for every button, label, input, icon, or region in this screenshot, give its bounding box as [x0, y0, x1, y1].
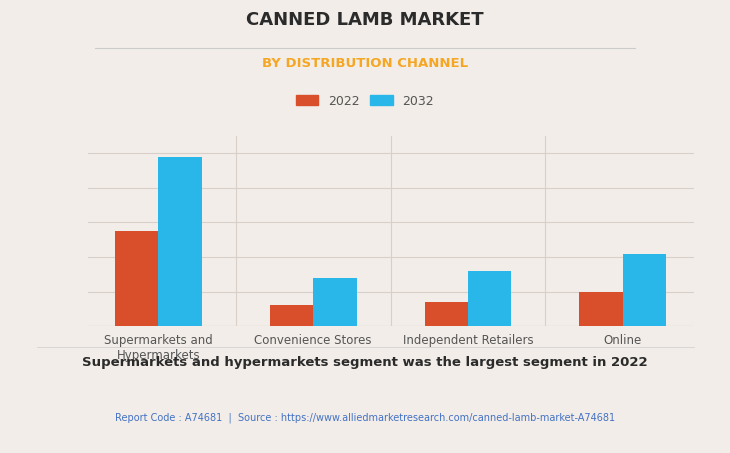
- Text: BY DISTRIBUTION CHANNEL: BY DISTRIBUTION CHANNEL: [262, 57, 468, 70]
- Legend: 2022, 2032: 2022, 2032: [296, 95, 434, 107]
- Text: Report Code : A74681  |  Source : https://www.alliedmarketresearch.com/canned-la: Report Code : A74681 | Source : https://…: [115, 412, 615, 423]
- Bar: [580, 292, 623, 326]
- Bar: [115, 231, 158, 326]
- Text: CANNED LAMB MARKET: CANNED LAMB MARKET: [246, 11, 484, 29]
- Bar: [313, 278, 356, 326]
- Bar: [270, 305, 313, 326]
- Bar: [623, 254, 666, 326]
- Text: Supermarkets and hypermarkets segment was the largest segment in 2022: Supermarkets and hypermarkets segment wa…: [82, 356, 648, 369]
- Bar: [468, 271, 511, 326]
- Bar: [158, 157, 201, 326]
- Bar: [425, 302, 468, 326]
